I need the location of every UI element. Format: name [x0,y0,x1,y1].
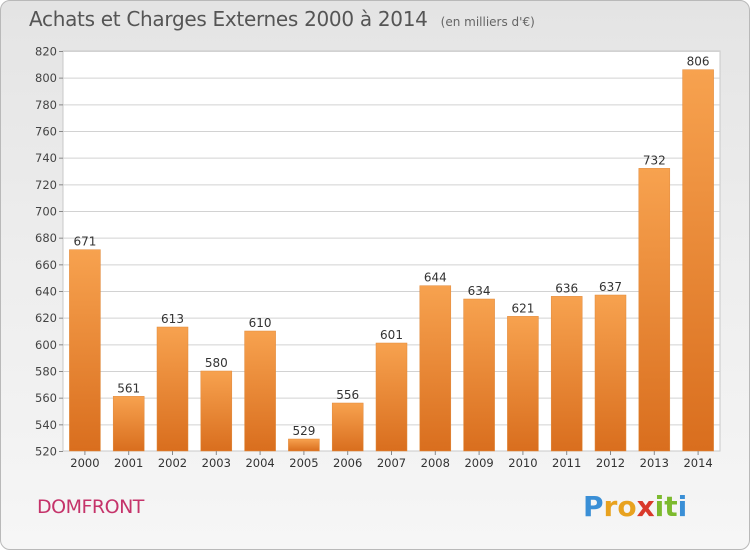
bar-2007 [375,342,408,452]
data-label-2012: 637 [599,280,622,294]
bar-2014 [682,69,714,452]
x-tick-label: 2007 [377,456,406,470]
logo-letter: P [583,490,604,523]
bar-2013 [638,168,671,452]
data-label-2013: 732 [643,153,666,167]
logo-letter: x [636,490,655,523]
x-tick-label: 2000 [70,456,99,470]
y-tick-label: 620 [35,311,57,325]
bar-2004 [244,330,276,452]
y-tick-label: 740 [35,151,57,165]
data-label-2001: 561 [117,381,140,395]
logo-letter: i [654,490,665,523]
data-label-2007: 601 [380,328,403,342]
y-tick-label: 720 [35,178,57,192]
bar-2001 [112,396,145,452]
x-tick-label: 2006 [333,456,362,470]
x-tick-label: 2005 [289,456,318,470]
bar-2012 [594,294,627,452]
x-tick-label: 2009 [464,456,493,470]
y-tick-label: 780 [35,98,57,112]
bar-2009 [463,298,495,452]
x-tick-label: 2001 [114,456,143,470]
data-label-2004: 610 [249,316,272,330]
y-tick-label: 580 [35,365,57,379]
x-tick-label: 2013 [640,456,669,470]
y-tick-label: 760 [35,125,57,139]
title-row: Achats et Charges Externes 2000 à 2014 (… [29,7,535,31]
x-tick-label: 2010 [508,456,537,470]
bar-2006 [331,402,364,452]
data-label-2006: 556 [336,388,359,402]
y-tick-label: 820 [35,45,57,59]
proxiti-logo: Proxiti [583,490,687,523]
logo-letter: t [664,490,678,523]
bar-2011 [550,296,583,452]
data-label-2005: 529 [292,424,315,438]
y-tick-label: 540 [35,418,57,432]
bar-2008 [419,285,452,452]
chart-title: Achats et Charges Externes 2000 à 2014 [29,7,428,31]
logo-letter: o [617,490,637,523]
x-tick-label: 2011 [552,456,581,470]
y-tick-label: 520 [35,445,57,459]
data-label-2008: 644 [424,271,447,285]
data-label-2010: 621 [511,301,534,315]
data-label-2009: 634 [468,284,491,298]
y-tick-label: 700 [35,205,57,219]
y-tick-label: 660 [35,258,57,272]
y-tick-label: 800 [35,71,57,85]
bar-2000 [69,249,101,452]
data-label-2003: 580 [205,356,228,370]
y-tick-label: 680 [35,231,57,245]
bar-2005 [288,438,320,452]
y-tick-label: 560 [35,391,57,405]
x-tick-label: 2012 [596,456,625,470]
x-tick-label: 2014 [683,456,712,470]
bar-2003 [200,370,233,452]
x-tick-label: 2008 [421,456,450,470]
bar-2002 [156,326,189,452]
bar-2010 [507,316,539,452]
x-tick-label: 2002 [158,456,187,470]
data-label-2000: 671 [73,235,96,249]
logo-letter: r [603,490,618,523]
chart-subtitle: (en milliers d'€) [440,15,535,29]
y-tick-label: 600 [35,338,57,352]
y-tick-label: 640 [35,285,57,299]
x-tick-label: 2003 [202,456,231,470]
x-tick-label: 2004 [245,456,274,470]
data-label-2011: 636 [555,281,578,295]
data-label-2014: 806 [687,55,710,69]
logo-letter: i [677,490,688,523]
commune-name: DOMFRONT [37,496,144,518]
data-label-2002: 613 [161,312,184,326]
